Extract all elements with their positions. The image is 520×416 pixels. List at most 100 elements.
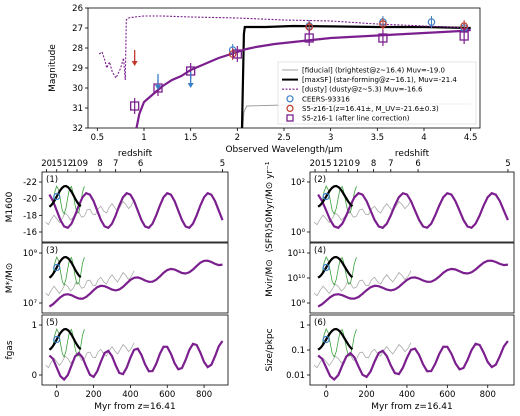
subplot-y-tick-label: 10¹⁰ bbox=[287, 274, 305, 284]
sed-x-tick-label: 0.5 bbox=[91, 133, 105, 143]
redshift-tick-label: 7 bbox=[113, 159, 118, 169]
observed-point bbox=[322, 263, 330, 272]
sed-x-tick-label: 3 bbox=[328, 133, 333, 143]
redshift-tick-label: 7 bbox=[388, 159, 393, 169]
grid-x-axis-label: Myr from z=16.41 bbox=[94, 402, 176, 412]
subplot-y-axis-label: fgas bbox=[5, 340, 15, 359]
redshift-tick-label: 8 bbox=[97, 159, 102, 169]
sed-x-tick-label: 4.5 bbox=[464, 133, 478, 143]
sed-legend-entry: [maxSF] (star-forming@z~16.1), Muv=-21.4 bbox=[302, 76, 457, 84]
redshift-tick-label: 15 bbox=[321, 159, 332, 169]
subplot-y-tick-label: 10⁷ bbox=[23, 299, 38, 309]
trajectory-maxsf bbox=[48, 184, 82, 208]
sed-series-line-1 bbox=[240, 24, 471, 129]
sed-legend-box bbox=[277, 61, 477, 125]
subplot-frame bbox=[41, 314, 229, 386]
observed-point bbox=[53, 192, 61, 201]
subplot-y-tick-label: -18 bbox=[23, 211, 37, 221]
sed-x-tick-label: 2.5 bbox=[277, 133, 291, 143]
sed-x-tick-label: 1 bbox=[141, 133, 146, 143]
trajectory-maxsf bbox=[317, 184, 354, 208]
trajectory-maxsf bbox=[317, 327, 354, 351]
subplot-y-axis-label: Size/pkpc bbox=[265, 328, 275, 371]
subplot-y-tick-label: 0.1 bbox=[291, 346, 305, 356]
grid-x-tick-label: 600 bbox=[159, 390, 175, 400]
trajectory-fiducial bbox=[313, 342, 412, 369]
grid-x-tick-label: 200 bbox=[358, 390, 374, 400]
subplot-y-tick-label: 10² bbox=[291, 178, 305, 188]
grid-x-tick-label: 0 bbox=[54, 390, 59, 400]
sed-y-tick-label: 28 bbox=[72, 44, 83, 54]
subplot-y-axis-label: M1600 bbox=[5, 191, 15, 222]
sed-legend-entry: CEERS-93316 bbox=[302, 95, 350, 103]
trajectory-maxsf bbox=[48, 255, 82, 279]
sed-y-tick-label: 26 bbox=[72, 4, 83, 14]
subplot-y-tick-label: 1 bbox=[32, 321, 37, 331]
observed-point bbox=[53, 263, 61, 272]
subplot-frame bbox=[309, 171, 515, 243]
sed-legend-entry: S5-z16-1(z=16.41±, M_UV=-21.6±0.3) bbox=[302, 105, 439, 113]
subplot-y-tick-label: 10⁹ bbox=[23, 249, 38, 259]
sed-legend-entry: S5-z16-1 (after line correction) bbox=[302, 115, 410, 123]
sed-legend-entry: [dusty] (dusty@z~5.3) Muv=-16.6 bbox=[302, 86, 423, 94]
subplot-y-tick-label: 10⁹ bbox=[291, 299, 306, 309]
sed-x-axis-label: Observed Wavelength/μm bbox=[225, 145, 342, 155]
redshift-tick-label: 9 bbox=[83, 159, 88, 169]
grid-x-tick-label: 600 bbox=[439, 390, 455, 400]
observed-point bbox=[53, 335, 61, 344]
sed-y-tick-label: 27 bbox=[72, 24, 83, 34]
sed-y-tick-label: 30 bbox=[72, 84, 83, 94]
sed-x-tick-label: 1.5 bbox=[184, 133, 198, 143]
subplot-id: (2) bbox=[314, 175, 326, 185]
redshift-tick-label: 12 bbox=[62, 159, 73, 169]
redshift-tick-label: 10 bbox=[72, 159, 83, 169]
redshift-tick-label: 15 bbox=[51, 159, 62, 169]
redshift-tick-label: 10 bbox=[343, 159, 354, 169]
sed-legend-swatch bbox=[286, 104, 294, 113]
redshift-tick-label: 20 bbox=[41, 159, 52, 169]
subplot-frame bbox=[41, 242, 229, 314]
grid-x-axis-label: Myr from z=16.41 bbox=[371, 402, 453, 412]
subplot-id: (4) bbox=[314, 246, 326, 256]
subplot-y-tick-label: 10¹¹ bbox=[287, 249, 305, 259]
subplot-id: (1) bbox=[46, 175, 58, 185]
trajectory-dusty bbox=[48, 191, 224, 230]
redshift-tick-label: 6 bbox=[415, 159, 420, 169]
subplot-y-axis-label: ⟨SFR⟩50Myr/M⊙ yr⁻¹ bbox=[265, 161, 275, 252]
sed-x-tick-label: 2 bbox=[235, 133, 240, 143]
sed-upper-limit-arrow bbox=[187, 83, 194, 88]
trajectory-maxsf bbox=[48, 327, 82, 351]
sed-x-tick-label: 3.5 bbox=[371, 133, 385, 143]
sed-upper-limit-arrow bbox=[131, 61, 138, 66]
subplot-y-tick-label: 0.01 bbox=[286, 371, 305, 381]
sed-x-tick-label: 4 bbox=[421, 133, 426, 143]
subplot-y-axis-label: M*/M⊙ bbox=[5, 263, 15, 294]
sed-legend-swatch bbox=[286, 114, 294, 122]
redshift-axis-label: redshift bbox=[118, 149, 153, 159]
subplot-y-tick-label: -16 bbox=[23, 228, 37, 238]
trajectory-green bbox=[52, 256, 85, 286]
sed-y-tick-label: 32 bbox=[72, 124, 83, 134]
sed-legend-entry: [fiducial] (brightest@z~16.4) Muv=-19.0 bbox=[302, 67, 445, 75]
subplot-frame bbox=[41, 171, 229, 243]
trajectory-dusty bbox=[317, 340, 509, 382]
redshift-tick-label: 5 bbox=[505, 159, 510, 169]
sed-y-tick-label: 31 bbox=[72, 104, 83, 114]
grid-x-tick-label: 800 bbox=[480, 390, 496, 400]
trajectory-dusty bbox=[317, 191, 509, 230]
trajectory-dusty bbox=[48, 340, 224, 382]
subplot-y-tick-label: -22 bbox=[23, 178, 37, 188]
redshift-tick-label: 9 bbox=[355, 159, 360, 169]
sed-y-axis-label: Magnitude bbox=[48, 44, 58, 92]
redshift-tick-label: 20 bbox=[310, 159, 321, 169]
subplot-y-tick-label: 0 bbox=[32, 371, 37, 381]
trajectory-fiducial bbox=[45, 342, 135, 369]
trajectory-dusty bbox=[317, 259, 509, 308]
subplot-y-tick-label: -20 bbox=[23, 195, 37, 205]
subplot-y-axis-label: Mvir/M⊙ bbox=[265, 259, 275, 297]
sed-series-line-3 bbox=[135, 28, 471, 129]
trajectory-maxsf bbox=[317, 255, 354, 279]
trajectory-green bbox=[321, 256, 357, 286]
grid-x-tick-label: 400 bbox=[122, 390, 138, 400]
